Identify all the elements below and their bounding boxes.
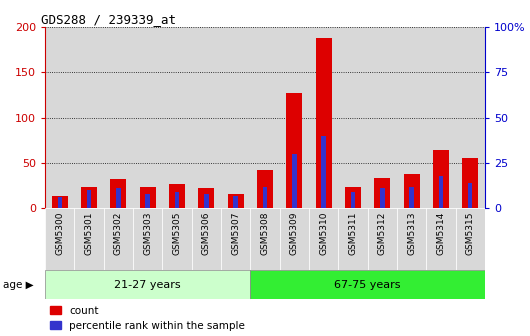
Text: GSM5312: GSM5312 (378, 211, 387, 255)
Bar (250, 208, 280, 270)
Bar (250, 27, 280, 208)
Bar (368, 208, 397, 270)
Bar (227, 194, 244, 208)
Bar (410, 186, 414, 208)
Bar (198, 188, 215, 208)
Bar (146, 194, 150, 208)
Bar (250, 270, 485, 299)
Bar (351, 192, 355, 208)
Bar (338, 27, 368, 208)
Bar (280, 27, 309, 208)
Bar (45, 27, 74, 208)
Bar (104, 208, 133, 270)
Bar (397, 27, 426, 208)
Bar (139, 186, 156, 208)
Text: 21-27 years: 21-27 years (114, 280, 181, 290)
Bar (192, 208, 221, 270)
Bar (345, 186, 361, 208)
Bar (462, 158, 479, 208)
Bar (286, 93, 303, 208)
Text: GSM5308: GSM5308 (261, 211, 269, 255)
Bar (468, 183, 472, 208)
Text: GSM5309: GSM5309 (290, 211, 299, 255)
Bar (257, 170, 273, 208)
Bar (81, 187, 97, 208)
Bar (397, 208, 426, 270)
Legend: count, percentile rank within the sample: count, percentile rank within the sample (50, 305, 245, 331)
Bar (175, 192, 179, 208)
Bar (133, 208, 162, 270)
Bar (104, 27, 133, 208)
Text: GSM5305: GSM5305 (173, 211, 181, 255)
Bar (133, 27, 162, 208)
Bar (204, 194, 208, 208)
Bar (58, 198, 62, 208)
Bar (221, 208, 250, 270)
Bar (315, 38, 332, 208)
Text: GSM5307: GSM5307 (231, 211, 240, 255)
Text: GSM5313: GSM5313 (407, 211, 416, 255)
Text: GSM5310: GSM5310 (319, 211, 328, 255)
Bar (74, 27, 104, 208)
Text: GSM5303: GSM5303 (143, 211, 152, 255)
Text: GSM5301: GSM5301 (85, 211, 93, 255)
Bar (426, 208, 456, 270)
Bar (280, 208, 309, 270)
Bar (192, 27, 221, 208)
Bar (439, 176, 443, 208)
Bar (374, 178, 391, 208)
Bar (221, 27, 250, 208)
Bar (322, 136, 326, 208)
Text: GSM5314: GSM5314 (437, 211, 445, 255)
Bar (74, 208, 104, 270)
Bar (309, 208, 338, 270)
Text: GDS288 / 239339_at: GDS288 / 239339_at (41, 13, 175, 26)
Bar (162, 27, 192, 208)
Bar (380, 188, 384, 208)
Bar (45, 270, 250, 299)
Bar (169, 184, 185, 208)
Text: GSM5300: GSM5300 (55, 211, 64, 255)
Bar (456, 208, 485, 270)
Bar (368, 27, 397, 208)
Bar (309, 27, 338, 208)
Bar (51, 196, 68, 208)
Text: GSM5311: GSM5311 (349, 211, 357, 255)
Text: age ▶: age ▶ (3, 280, 33, 290)
Text: GSM5306: GSM5306 (202, 211, 211, 255)
Text: GSM5315: GSM5315 (466, 211, 475, 255)
Bar (234, 196, 238, 208)
Bar (433, 150, 449, 208)
Bar (403, 174, 420, 208)
Bar (263, 186, 267, 208)
Text: GSM5302: GSM5302 (114, 211, 123, 255)
Bar (338, 208, 368, 270)
Bar (110, 179, 127, 208)
Text: 67-75 years: 67-75 years (334, 280, 401, 290)
Bar (456, 27, 485, 208)
Bar (45, 208, 74, 270)
Bar (162, 208, 192, 270)
Bar (292, 154, 296, 208)
Bar (116, 188, 120, 208)
Bar (87, 190, 91, 208)
Bar (426, 27, 456, 208)
